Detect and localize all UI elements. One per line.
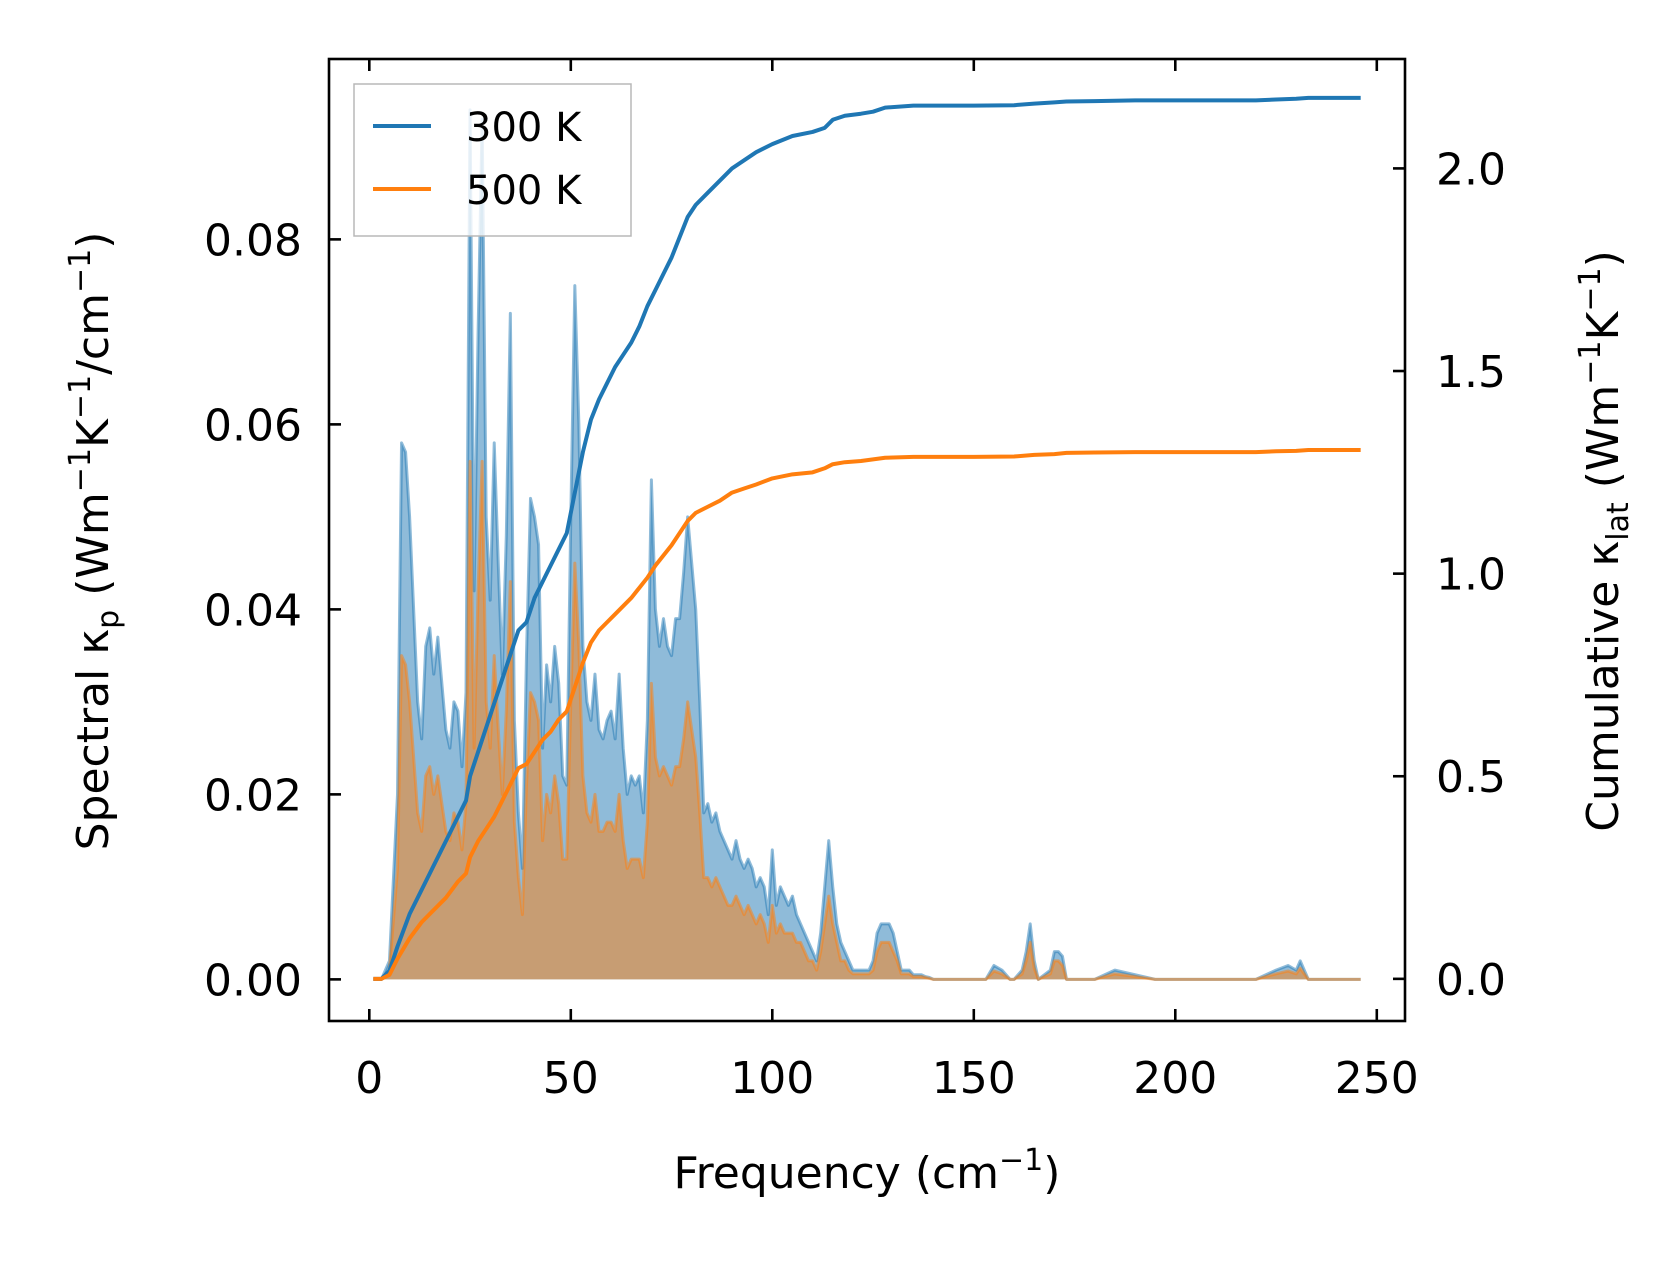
spectral-fill-layer xyxy=(373,108,1361,981)
y-tick-label-left: 0.06 xyxy=(204,400,302,451)
x-tick-label: 100 xyxy=(730,1053,814,1104)
x-tick-label: 150 xyxy=(932,1053,1016,1104)
spectral-area-300k xyxy=(373,109,1361,980)
y-tick-label-right: 2.0 xyxy=(1436,144,1506,195)
y-tick-label-left: 0.00 xyxy=(204,955,302,1006)
y-tick-label-left: 0.04 xyxy=(204,585,302,636)
spectral-line-300k xyxy=(373,108,1361,981)
x-axis-label: Frequency (cm−1) xyxy=(674,1143,1061,1199)
x-tick-label: 200 xyxy=(1133,1053,1217,1104)
y-tick-label-left: 0.08 xyxy=(204,215,302,266)
legend-box xyxy=(353,83,632,237)
spectral-line-500k xyxy=(373,459,1361,981)
cumulative-line-layer xyxy=(373,95,1361,981)
x-tick-label: 0 xyxy=(355,1053,383,1104)
spectral-area-500k xyxy=(373,461,1361,980)
y-tick-label-right: 1.0 xyxy=(1436,550,1506,601)
legend: 300 K 500 K xyxy=(353,83,632,237)
y-axis-label-right: Cumulative κlat (Wm−1K−1) xyxy=(1573,250,1636,832)
x-tick-label: 250 xyxy=(1335,1053,1419,1104)
y-tick-label-right: 0.0 xyxy=(1436,955,1506,1006)
y-axis-label-left: Spectral κp (Wm−1K−1/cm−1) xyxy=(63,232,126,851)
legend-label-300k: 300 K xyxy=(466,105,583,151)
x-tick-label: 50 xyxy=(543,1053,599,1104)
y-tick-label-left: 0.02 xyxy=(204,770,302,821)
cumulative-line-300k xyxy=(373,95,1361,981)
y-tick-label-right: 0.5 xyxy=(1436,752,1506,803)
cumulative-line-500k xyxy=(373,448,1361,981)
y-tick-label-right: 1.5 xyxy=(1436,347,1506,398)
plot-frame xyxy=(327,57,1407,1023)
ticks-layer: 0 50 100 150 200 250 0.00 0.02 0.04 0.06 0.08 0.0 0.… xyxy=(204,59,1506,1104)
legend-label-500k: 500 K xyxy=(466,168,583,214)
